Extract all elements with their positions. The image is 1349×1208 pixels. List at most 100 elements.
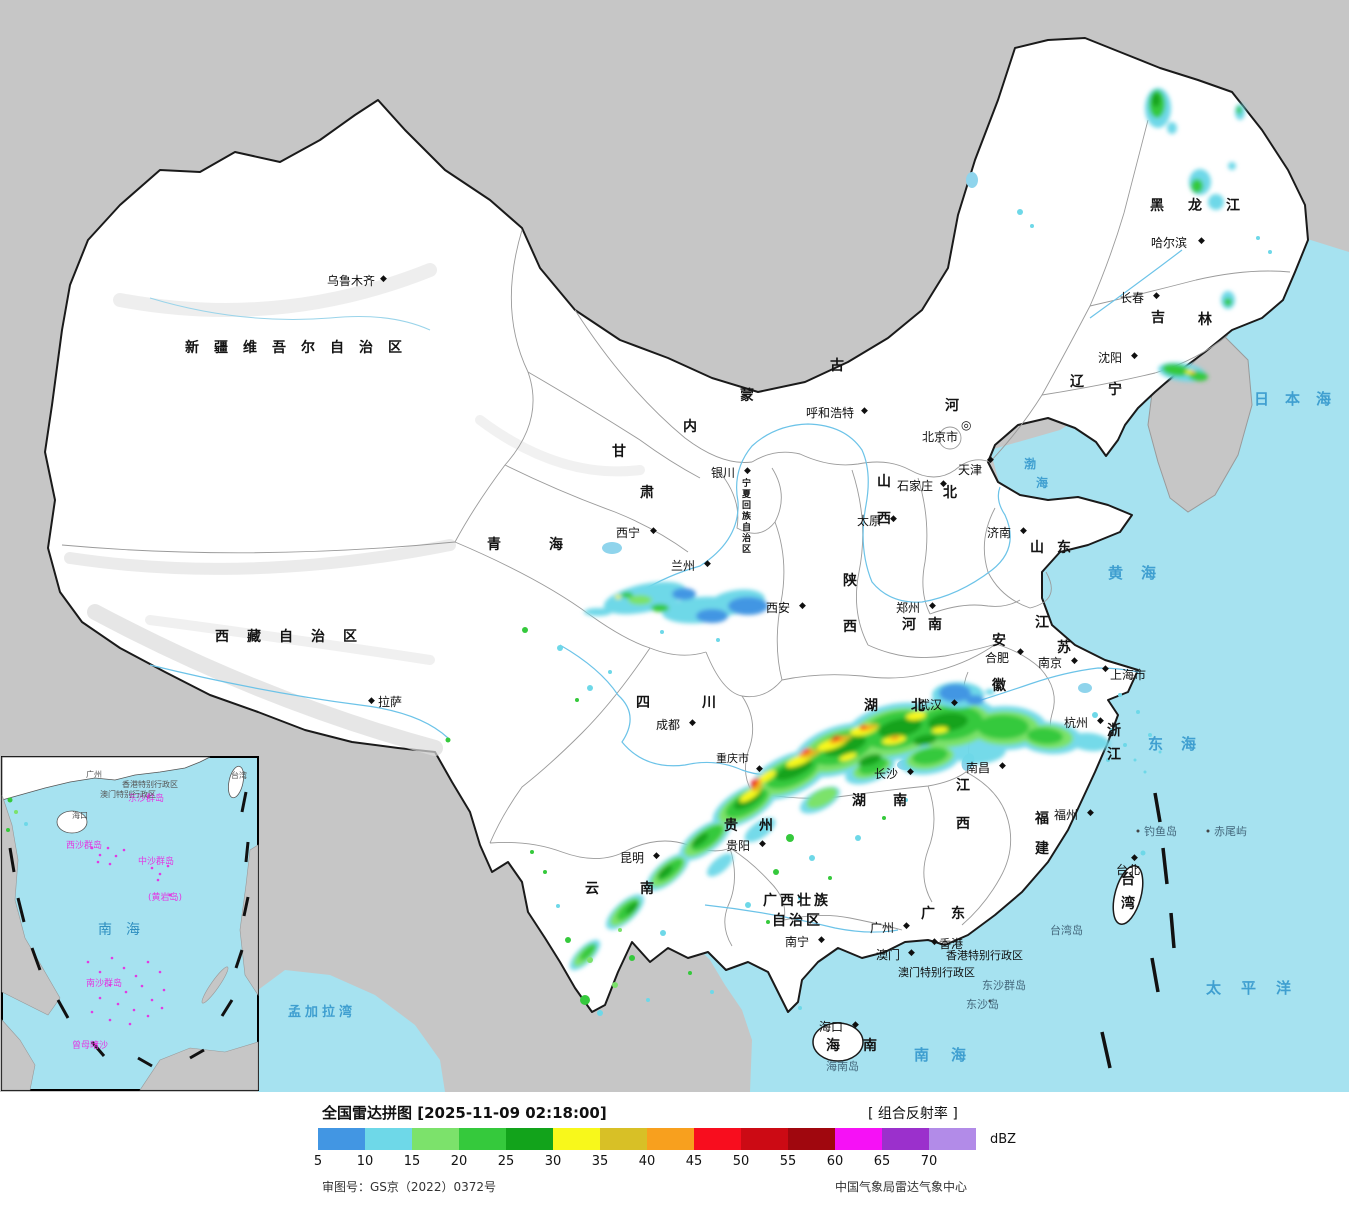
tarim-river [149,297,431,331]
province-label-安徽: 安徽 [991,632,1007,694]
legend-color-30 [553,1128,600,1150]
inset-label-中沙群岛: 中沙群岛 [138,855,174,867]
province-label-河: 河 [945,397,959,414]
legend-tick-5: 5 [313,1154,323,1169]
city-label-长春: 长春 [1120,291,1144,305]
city-label-银川: 银川 [711,466,735,480]
province-label-台湾: 台湾 [1121,871,1135,912]
city-marker-沈阳: ◆ [1131,351,1138,361]
province-label-浙江: 浙江 [1107,722,1121,763]
legend-tick-60: 60 [826,1154,844,1169]
city-label-台北: 台北 [1116,862,1140,877]
province-label-海南: 海南 [826,1037,900,1054]
city-marker-贵阳: ◆ [759,839,766,849]
legend-color-20 [459,1128,506,1150]
province-label-古: 古 [830,357,844,374]
sea-label-南海: 南海 [914,1046,988,1064]
city-label-上海市: 上海市 [1110,667,1146,682]
city-label-海口: 海口 [819,1019,843,1034]
yellow-river [639,423,1011,603]
city-label-香港: 香港 [939,937,963,951]
city-label-哈尔滨: 哈尔滨 [1151,235,1187,250]
legend-color-15 [412,1128,459,1150]
province-label-广东: 广东 [921,905,981,922]
inset-palawan [201,966,229,1004]
city-marker-长沙: ◆ [907,767,914,777]
city-marker-澳门: ◆ [908,948,915,958]
sea-label-渤: 渤 [1024,456,1036,471]
legend-unit: dBZ [990,1132,1017,1147]
city-label-拉萨: 拉萨 [378,694,402,709]
city-marker-海口: ◆ [852,1020,859,1030]
city-marker-西宁: ◆ [650,526,657,536]
city-label-乌鲁木齐: 乌鲁木齐 [327,273,375,288]
province-label-肃: 肃 [640,484,654,501]
province-label-蒙: 蒙 [740,387,754,404]
legend-title: 全国雷达拼图 [2025-11-09 02:18:00] [322,1104,607,1122]
inset-borneo [139,1041,259,1091]
city-marker-银川: ◆ [744,466,751,476]
island-label-海南岛: 海南岛 [826,1059,859,1073]
inset-label-曾母暗沙: 曾母暗沙 [72,1039,108,1051]
province-label-江: 江 [1035,614,1049,631]
city-label-福州: 福州 [1054,807,1078,822]
city-label-南昌: 南昌 [966,760,990,775]
legend-color-40 [647,1128,694,1150]
province-label-吉: 吉 [1151,309,1165,326]
city-marker-太原: ◆ [890,514,897,524]
island-dots [988,829,1210,1003]
inset-label-南海: 南海 [98,922,154,938]
inset-reef-dots [86,795,172,1046]
city-marker-福州: ◆ [1087,808,1094,818]
inset-indochina [1,794,61,1016]
city-marker-上海市: ◆ [1102,664,1109,674]
city-label-天津: 天津 [958,463,982,477]
inset-label-香港特别行政区: 香港特别行政区 [122,779,178,789]
legend-color-25 [506,1128,553,1150]
city-label-太原: 太原 [857,513,881,528]
legend-product-name: [ 组合反射率 ] [868,1106,958,1122]
hainan-island [812,1022,864,1062]
province-label-江西: 江西 [956,777,970,832]
city-marker-兰州: ◆ [704,559,711,569]
city-marker-西安: ◆ [799,601,806,611]
taiwan-island [1112,865,1144,925]
inset-taiwan [227,765,245,799]
city-label-澳门特别行政区: 澳门特别行政区 [898,965,975,979]
city-marker-石家庄: ◆ [940,479,947,489]
radar-echoes [445,88,1272,1016]
province-label-贵州: 贵州 [724,817,794,834]
province-label-辽: 辽 [1070,374,1085,390]
city-marker-合肥: ◆ [1017,647,1024,657]
inset-philippines [239,844,259,997]
legend-approval: 审图号：GS京（2022）0372号 [322,1180,496,1194]
legend-color-55 [788,1128,835,1150]
inset-label-南沙群岛: 南沙群岛 [86,977,122,989]
inset-label-海口: 海口 [72,810,88,820]
island-label-钓鱼岛: 钓鱼岛 [1144,824,1177,838]
city-labels: 乌鲁木齐 ◆ 拉萨 ◆ 西宁 ◆ 兰州 ◆ 银川 ◆ 呼和浩特 ◆ 北京市◎ 天津 ◆ 石家庄 ◆ 太原 ◆ 济南 ◆ 郑… [327,235,1205,1034]
city-label-广州: 广州 [870,921,894,935]
city-marker-呼和浩特: ◆ [861,406,868,416]
legend-colorbar [318,1128,976,1150]
province-label-新疆维吾尔自治区: 新疆维吾尔自治区 [185,339,417,356]
city-marker-南京: ◆ [1071,656,1078,666]
city-label-南宁: 南宁 [785,934,809,949]
boundary-dashes [1100,792,1176,1069]
province-label-河南: 河南 [902,616,954,633]
legend-panel: 全国雷达拼图 [2025-11-09 02:18:00] [ 组合反射率 ] d… [0,1092,1349,1208]
city-marker-郑州: ◆ [929,601,936,611]
china-landmass [44,37,1309,1062]
province-label-黑龙江: 黑龙江 [1150,197,1264,214]
legend-tick-45: 45 [685,1154,703,1169]
echo-speckles [445,209,1272,1016]
island-label-东沙岛: 东沙岛 [966,997,999,1011]
inset-label-广州: 广州 [86,769,102,779]
province-label-苏: 苏 [1057,639,1071,656]
inset-label-(黄岩岛): (黄岩岛) [148,891,182,903]
city-marker-南宁: ◆ [818,935,825,945]
